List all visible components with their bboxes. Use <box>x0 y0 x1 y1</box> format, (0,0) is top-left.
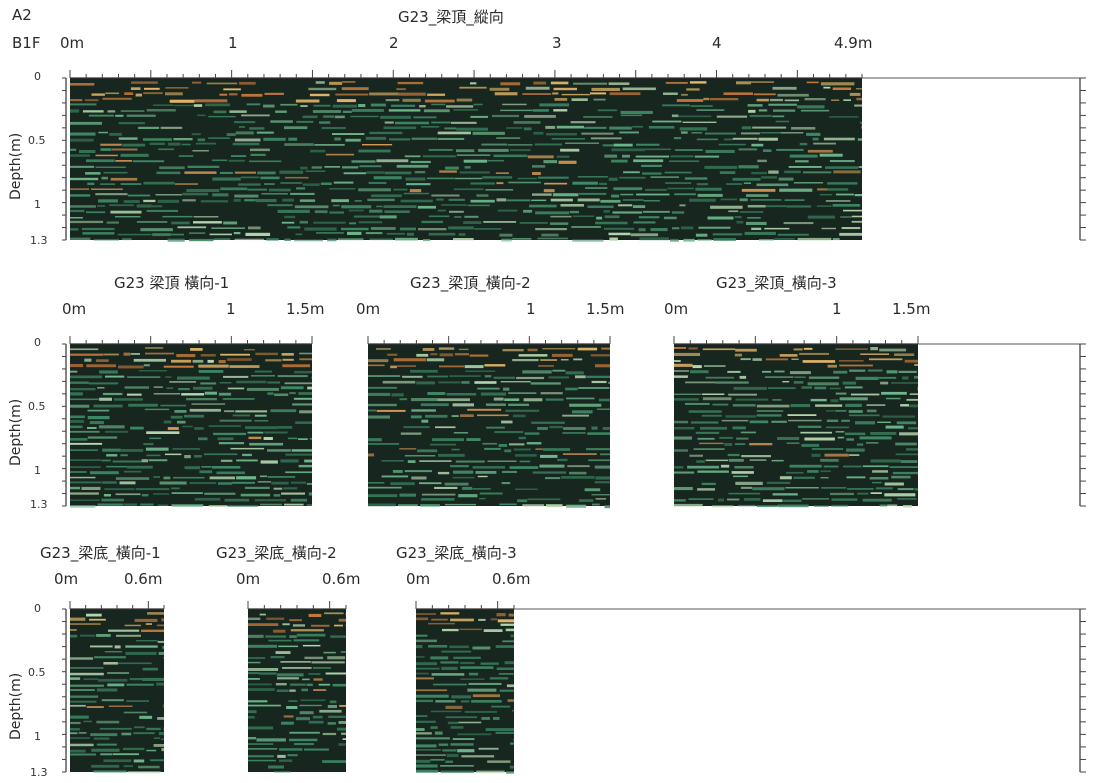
x-tick-label: 4 <box>712 34 722 52</box>
radargram-background <box>674 344 918 506</box>
x-end-label: 4.9m <box>834 34 873 52</box>
y-tick-label: 1 <box>34 730 41 743</box>
y-tick-label: 0 <box>34 336 41 349</box>
x-tick-label: 2 <box>389 34 399 52</box>
y-tick-label: 1.3 <box>30 234 48 247</box>
x-start-label: 0m <box>236 570 261 588</box>
radargram-panel <box>70 609 164 774</box>
radargram-panel <box>248 609 346 773</box>
x-start-label: 0m <box>406 570 431 588</box>
x-start-label: 0m <box>54 570 79 588</box>
x-tick-label: 1 <box>832 300 842 318</box>
panel-title: G23_梁底_橫向-3 <box>396 544 517 562</box>
radargram-panel <box>416 609 514 774</box>
y-tick-label: 0 <box>34 70 41 83</box>
panel-title: G23_梁頂_縱向 <box>398 8 504 26</box>
radargram-panel <box>70 78 862 242</box>
x-tick-label: 1 <box>526 300 536 318</box>
x-end-label: 0.6m <box>124 570 163 588</box>
x-tick-label: 1 <box>228 34 238 52</box>
y-tick-label: 0.5 <box>28 134 46 147</box>
radargram-background <box>368 344 610 506</box>
panel-title: G23_梁頂_橫向-3 <box>716 274 837 292</box>
y-tick-label: 0.5 <box>28 666 46 679</box>
x-end-label: 1.5m <box>586 300 625 318</box>
y-tick-label: 1.3 <box>30 766 48 779</box>
x-end-label: 0.6m <box>322 570 361 588</box>
radargram-panel <box>368 344 610 509</box>
x-start-label: 0m <box>356 300 381 318</box>
y-tick-label: 1 <box>34 464 41 477</box>
y-tick-label: 1.3 <box>30 498 48 511</box>
x-end-label: 0.6m <box>492 570 531 588</box>
y-tick-label: 0.5 <box>28 400 46 413</box>
radargram-panel <box>674 344 918 508</box>
radargram-panel <box>70 344 312 508</box>
x-start-label: 0m <box>60 34 85 52</box>
x-end-label: 1.5m <box>892 300 931 318</box>
panel-title: G23_梁底_橫向-2 <box>216 544 337 562</box>
y-tick-label: 0 <box>34 602 41 615</box>
x-tick-label: 1 <box>226 300 236 318</box>
x-start-label: 0m <box>664 300 689 318</box>
y-tick-label: 1 <box>34 198 41 211</box>
x-end-label: 1.5m <box>286 300 325 318</box>
panel-title: G23_梁底_橫向-1 <box>40 544 161 562</box>
x-start-label: 0m <box>62 300 87 318</box>
site-code: A2 <box>12 6 32 24</box>
x-tick-label: 3 <box>552 34 562 52</box>
floor-label: B1F <box>12 34 41 52</box>
panel-title: G23_梁頂_橫向-2 <box>410 274 531 292</box>
panel-title: G23 梁頂 橫向-1 <box>114 274 230 292</box>
